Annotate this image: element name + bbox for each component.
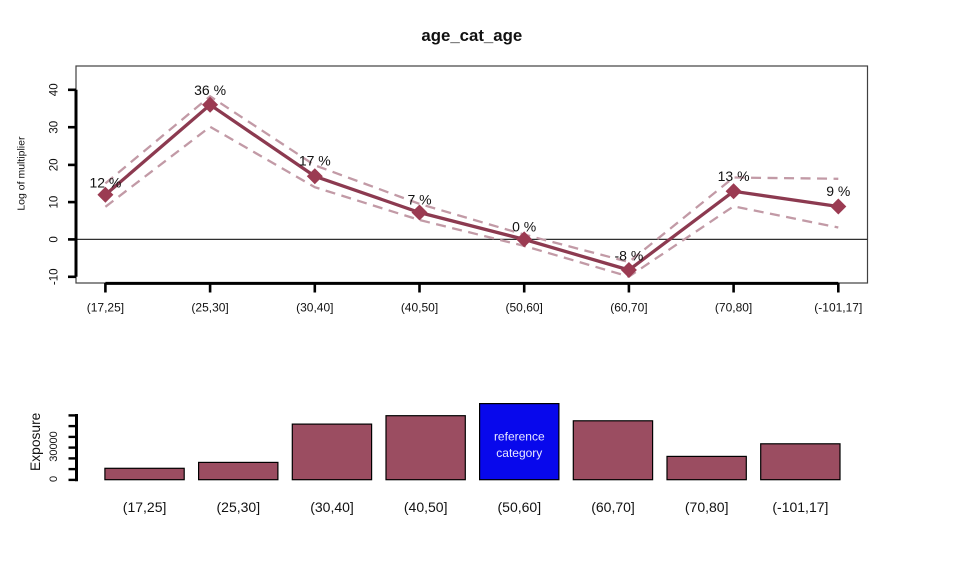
svg-text:40: 40 — [49, 83, 61, 96]
svg-text:(-101,17]: (-101,17] — [814, 301, 862, 315]
svg-text:30000: 30000 — [48, 431, 60, 462]
svg-text:(17,25]: (17,25] — [87, 301, 124, 315]
svg-text:-8 %: -8 % — [615, 248, 644, 264]
svg-text:(30,40]: (30,40] — [296, 301, 333, 315]
svg-text:36 %: 36 % — [194, 82, 226, 98]
svg-text:(70,80]: (70,80] — [715, 301, 752, 315]
svg-text:reference: reference — [494, 430, 545, 444]
svg-text:-10: -10 — [49, 268, 61, 285]
svg-text:0 %: 0 % — [512, 218, 536, 234]
svg-text:(25,30]: (25,30] — [217, 499, 261, 515]
svg-text:(50,60]: (50,60] — [498, 499, 542, 515]
svg-text:(-101,17]: (-101,17] — [772, 499, 828, 515]
svg-text:(50,60]: (50,60] — [506, 301, 543, 315]
svg-text:(25,30]: (25,30] — [191, 301, 228, 315]
svg-text:(70,80]: (70,80] — [685, 499, 729, 515]
svg-text:7 %: 7 % — [407, 192, 431, 208]
svg-text:age_cat_age: age_cat_age — [421, 26, 522, 45]
svg-text:13 %: 13 % — [718, 168, 750, 184]
svg-text:12 %: 12 % — [89, 174, 121, 190]
svg-text:17 %: 17 % — [299, 152, 331, 168]
svg-text:30: 30 — [49, 121, 61, 134]
svg-text:(40,50]: (40,50] — [401, 301, 438, 315]
svg-text:20: 20 — [49, 159, 61, 172]
svg-text:Exposure: Exposure — [28, 412, 43, 471]
svg-text:(60,70]: (60,70] — [591, 499, 635, 515]
svg-text:(17,25]: (17,25] — [123, 499, 167, 515]
svg-text:category: category — [496, 446, 542, 460]
svg-text:10: 10 — [49, 196, 61, 209]
svg-text:0: 0 — [48, 476, 60, 482]
svg-text:Log of multiplier: Log of multiplier — [16, 136, 28, 211]
svg-text:(40,50]: (40,50] — [404, 499, 448, 515]
svg-text:0: 0 — [49, 236, 61, 242]
svg-text:(30,40]: (30,40] — [310, 499, 354, 515]
svg-text:9 %: 9 % — [826, 183, 850, 199]
svg-text:(60,70]: (60,70] — [610, 301, 647, 315]
